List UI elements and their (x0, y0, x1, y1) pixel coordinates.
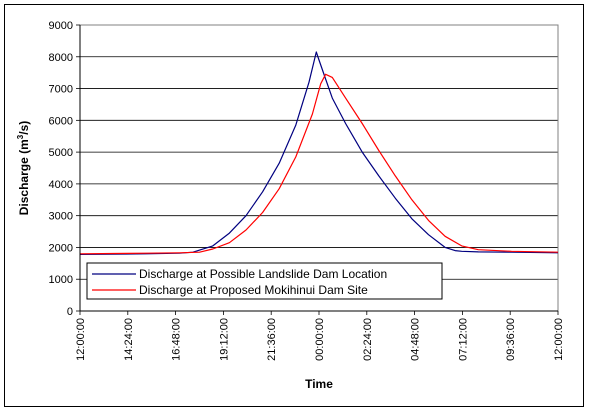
chart-frame (4, 4, 584, 407)
x-tick-label-7: 04:48:00 (410, 318, 422, 361)
series-layer (79, 51, 559, 255)
y-tick-label-4: 4000 (49, 179, 73, 191)
legend-label-0: Discharge at Possible Landslide Dam Loca… (139, 267, 387, 281)
legend: Discharge at Possible Landslide Dam Loca… (86, 262, 443, 300)
y-tick-label-1: 1000 (49, 274, 73, 286)
y-tick-label-9: 9000 (49, 20, 73, 32)
x-tick-label-5: 00:00:00 (314, 318, 326, 361)
legend-box (86, 262, 443, 300)
x-tick-label-0: 12:00:00 (75, 318, 87, 361)
x-tick-label-3: 19:12:00 (218, 318, 230, 361)
y-tick-label-2: 2000 (49, 242, 73, 254)
x-tick-labels: 12:00:00 14:24:00 16:48:00 19:12:00 21:36:00… (75, 318, 565, 361)
y-tick-label-3: 3000 (49, 211, 73, 223)
x-tick-label-6: 02:24:00 (362, 318, 374, 361)
x-tick-label-2: 16:48:00 (171, 318, 183, 361)
y-tick-label-5: 5000 (49, 147, 73, 159)
y-tick-label-8: 8000 (49, 52, 73, 64)
y-axis-title-main: Discharge (m (17, 139, 31, 215)
y-axis-title-tail: /s) (17, 121, 31, 135)
y-tick-labels: 0 1000 2000 3000 4000 5000 6000 7000 8000 9000 (49, 20, 73, 318)
grid-layer (80, 24, 558, 280)
y-tick-label-6: 6000 (49, 115, 73, 127)
y-tick-label-7: 7000 (49, 84, 73, 96)
y-axis-title: Discharge (m3/s) (16, 121, 31, 216)
x-tick-label-1: 14:24:00 (123, 318, 135, 361)
x-tick-label-9: 09:36:00 (505, 318, 517, 361)
legend-label-1: Discharge at Proposed Mokihinui Dam Site (139, 283, 368, 297)
axis-layer (76, 24, 559, 315)
y-tick-label-0: 0 (67, 306, 73, 318)
x-tick-label-4: 21:36:00 (266, 318, 278, 361)
y-axis-title-sup: 3 (16, 134, 25, 139)
series-line-1 (79, 73, 559, 255)
x-tick-label-10: 12:00:00 (553, 318, 565, 361)
x-tick-label-8: 07:12:00 (457, 318, 469, 361)
series-line-0 (79, 51, 559, 255)
x-axis-title: Time (305, 377, 333, 391)
